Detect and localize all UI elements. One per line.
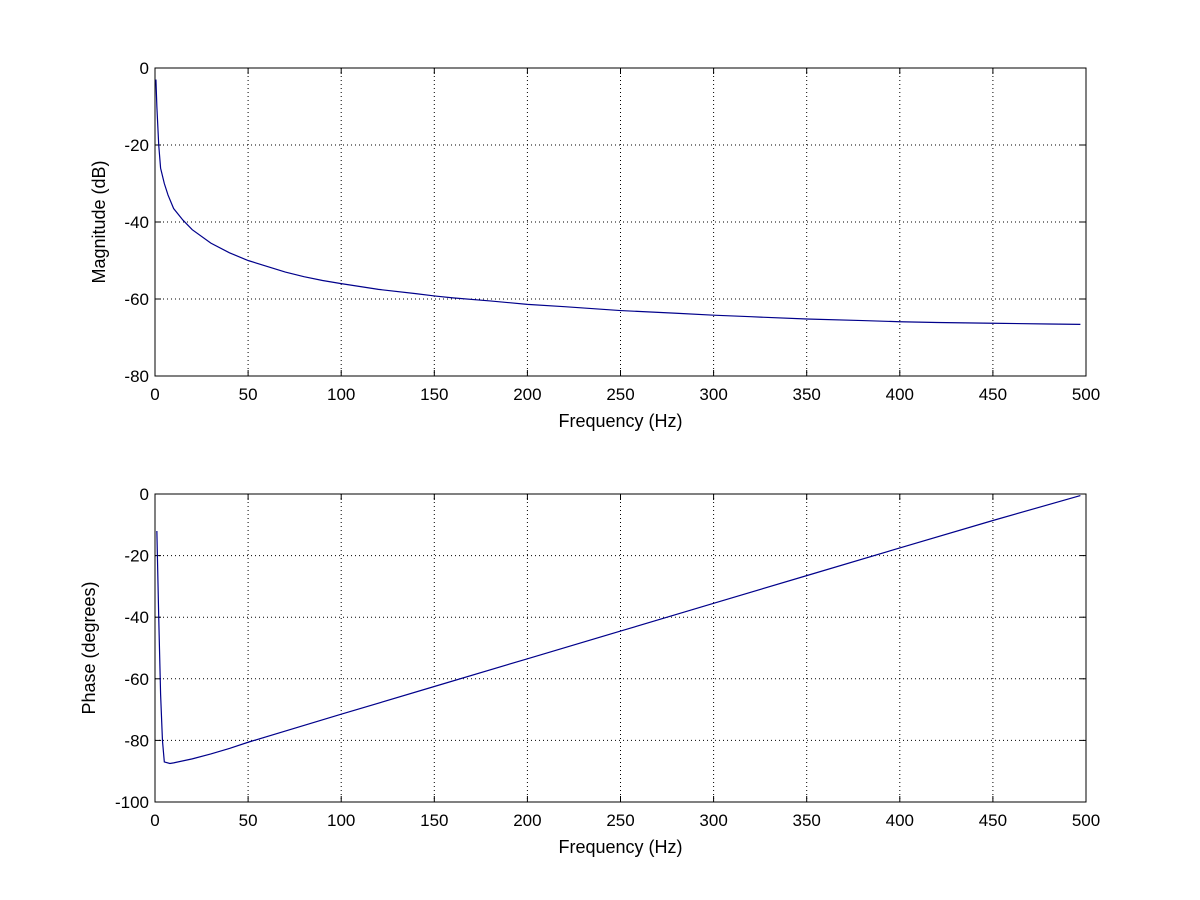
phase-x-tick-label: 350	[793, 811, 821, 830]
magnitude-x-tick-label: 350	[793, 385, 821, 404]
phase-x-tick-label: 400	[886, 811, 914, 830]
magnitude-y-axis-label: Magnitude (dB)	[89, 160, 109, 283]
phase-series-line	[156, 494, 1081, 765]
phase-x-tick-label: 250	[606, 811, 634, 830]
phase-y-tick-label: 0	[140, 485, 149, 504]
magnitude-x-tick-label: 500	[1072, 385, 1100, 404]
phase-y-tick-label: -80	[124, 731, 149, 750]
magnitude-y-tick-label: -60	[124, 290, 149, 309]
phase-ticks: 0 50 100 150 200 250 300 350 400 450 500 -100 -80 -60…	[115, 485, 1100, 830]
magnitude-series-line	[155, 79, 1081, 326]
phase-x-tick-label: 100	[327, 811, 355, 830]
magnitude-x-tick-label: 100	[327, 385, 355, 404]
phase-y-tick-label: -20	[124, 547, 149, 566]
magnitude-x-axis-label: Frequency (Hz)	[558, 411, 682, 431]
phase-x-axis-label: Frequency (Hz)	[558, 837, 682, 857]
phase-plot-area	[154, 493, 1087, 803]
magnitude-x-tick-label: 450	[979, 385, 1007, 404]
magnitude-x-tick-label: 200	[513, 385, 541, 404]
phase-x-tick-label: 300	[699, 811, 727, 830]
phase-grid	[155, 494, 1086, 802]
magnitude-y-tick-label: -20	[124, 136, 149, 155]
phase-y-tick-label: -60	[124, 670, 149, 689]
magnitude-y-tick-label: 0	[140, 59, 149, 78]
magnitude-x-tick-label: 150	[420, 385, 448, 404]
phase-y-tick-label: -100	[115, 793, 149, 812]
magnitude-x-tick-label: 0	[150, 385, 159, 404]
magnitude-x-tick-label: 50	[239, 385, 258, 404]
phase-y-axis-label: Phase (degrees)	[79, 581, 99, 714]
magnitude-chart: 0 50 100 150 200 250 300 350 400 450 500 -80 -60 -40 -…	[89, 59, 1100, 431]
phase-x-tick-label: 0	[150, 811, 159, 830]
phase-x-tick-label: 200	[513, 811, 541, 830]
phase-y-tick-label: -40	[124, 608, 149, 627]
magnitude-ticks: 0 50 100 150 200 250 300 350 400 450 500 -80 -60 -40 -…	[124, 59, 1100, 404]
magnitude-x-tick-label: 400	[886, 385, 914, 404]
magnitude-x-tick-label: 250	[606, 385, 634, 404]
magnitude-plot-area	[154, 67, 1087, 377]
phase-chart: 0 50 100 150 200 250 300 350 400 450 500 -100 -80 -60…	[79, 485, 1100, 857]
magnitude-y-tick-label: -80	[124, 367, 149, 386]
phase-x-tick-label: 150	[420, 811, 448, 830]
phase-x-tick-label: 50	[239, 811, 258, 830]
magnitude-x-tick-label: 300	[699, 385, 727, 404]
phase-x-tick-label: 450	[979, 811, 1007, 830]
magnitude-grid	[155, 68, 1086, 376]
phase-x-tick-label: 500	[1072, 811, 1100, 830]
magnitude-y-tick-label: -40	[124, 213, 149, 232]
